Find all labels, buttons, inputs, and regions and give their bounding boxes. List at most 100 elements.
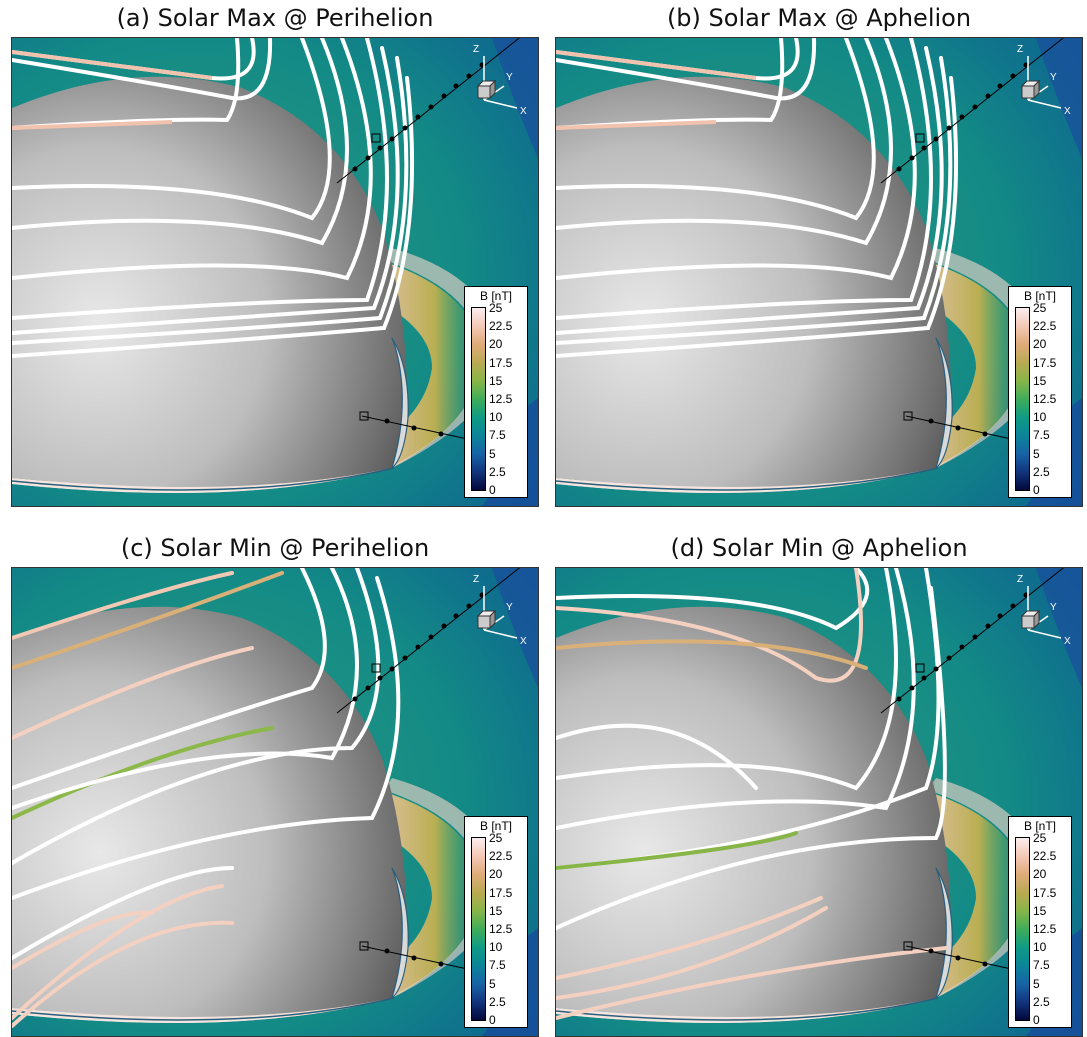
colorbar-tick: 12.5 [1033, 392, 1057, 406]
magnetosphere-render: Z Y X [556, 568, 1082, 1036]
panel-title-c: (c) Solar Min @ Perihelion [120, 534, 430, 562]
colorbar-tick: 2.5 [1033, 464, 1050, 479]
colorbar-tick: 25 [489, 831, 503, 845]
planet-sphere [556, 76, 951, 487]
colorbar-title: B [nT] [1023, 819, 1056, 833]
colorbar-tick: 10 [489, 940, 503, 955]
colorbar-tick: 22.5 [489, 319, 513, 334]
spacecraft-trajectory [336, 38, 520, 441]
field-line [556, 120, 717, 130]
axis-label-z: Z [1017, 574, 1023, 585]
panel-d: Z Y X B [nT] 25 22.5 20 17.5 15 12.5 10 7.5 5 2.5… [555, 567, 1083, 1037]
field-line [12, 571, 234, 640]
field-line [12, 568, 327, 790]
colorbar-tick: 5 [1033, 976, 1040, 991]
colorbar-tick: 7.5 [489, 958, 506, 973]
colorbar-tick: 12.5 [489, 392, 513, 406]
planet-sphere [556, 606, 951, 1017]
field-line [12, 920, 234, 1028]
colorbar-tick: 17.5 [1033, 355, 1057, 370]
field-line [556, 50, 757, 80]
axis-label-z: Z [1017, 44, 1023, 55]
field-line [12, 120, 173, 130]
field-line [12, 76, 415, 358]
colorbar-tick: 17.5 [489, 355, 513, 370]
axis-label-y: Y [1050, 602, 1057, 613]
colorbar-title: B [nT] [1023, 289, 1056, 303]
colorbar: B [nT] 25 22.5 20 17.5 15 12.5 10 7.5 5 2.5 0 [464, 286, 528, 498]
field-line [556, 568, 870, 631]
field-line [556, 639, 868, 670]
field-line [12, 866, 234, 960]
field-line [556, 38, 917, 281]
colorbar-tick: 10 [489, 410, 503, 425]
field-line [556, 906, 828, 1000]
field-line [12, 38, 389, 320]
axis-label-z: Z [473, 44, 479, 55]
magnetosphere-render: Z Y X [556, 38, 1082, 506]
colorbar-tick: 2.5 [489, 994, 506, 1009]
field-line [556, 46, 944, 335]
axis-label-x: X [1064, 636, 1071, 647]
field-line [12, 56, 409, 345]
colorbar-tick: 0 [1033, 483, 1040, 497]
colorbar-tick: 5 [489, 446, 496, 461]
colorbar-tick: 0 [1033, 1013, 1040, 1027]
field-line [556, 586, 947, 930]
field-line [556, 831, 798, 870]
colorbar-tick: 0 [489, 1013, 496, 1027]
colorbar-tick: 25 [1033, 301, 1047, 315]
colorbar-tick: 15 [1033, 373, 1047, 388]
magnetosphere-render: Z Y X [12, 568, 538, 1036]
field-line [556, 568, 863, 683]
field-line [12, 726, 274, 820]
colorbar-tick: 20 [1033, 337, 1047, 352]
field-line [12, 571, 284, 670]
colorbar-tick: 20 [1033, 867, 1047, 882]
field-line [556, 38, 893, 246]
field-line [556, 56, 953, 345]
colorbar-title: B [nT] [479, 819, 512, 833]
colorbar-title: B [nT] [479, 289, 512, 303]
field-line [12, 646, 254, 740]
colorbar-gradient [1015, 837, 1030, 1021]
colorbar-tick: 22.5 [489, 849, 513, 864]
field-line [12, 884, 224, 1020]
colorbar-tick: 5 [489, 976, 496, 991]
colorbar-tick: 0 [489, 483, 496, 497]
planet-sphere [12, 76, 407, 487]
colorbar-tick: 20 [489, 337, 503, 352]
colorbar-gradient [471, 307, 486, 491]
field-line [12, 568, 381, 865]
planet-sphere [12, 606, 407, 1017]
field-line [12, 568, 359, 810]
colorbar-gradient [471, 837, 486, 1021]
colorbar-tick-labels: 25 22.5 20 17.5 15 12.5 10 7.5 5 2.5 0 [489, 301, 527, 496]
axis-label-x: X [520, 636, 527, 647]
spacecraft-trajectory [880, 38, 1064, 441]
panel-a: Z Y X B [nT] 25 22.5 20 17.5 15 12.5 10 7.5 5 2.5… [11, 37, 539, 507]
colorbar-tick: 7.5 [489, 428, 506, 443]
panel-c: Z Y X B [nT] 25 22.5 20 17.5 15 12.5 10 7.5 5 2.5… [11, 567, 539, 1037]
colorbar-tick: 20 [489, 867, 503, 882]
axis-label-y: Y [506, 602, 513, 613]
field-line [12, 38, 332, 221]
colorbar-tick-labels: 25 22.5 20 17.5 15 12.5 10 7.5 5 2.5 0 [1033, 301, 1071, 496]
colorbar-tick: 2.5 [489, 464, 506, 479]
colorbar-tick: 15 [1033, 903, 1047, 918]
field-line [556, 38, 876, 221]
axis-triad [476, 56, 518, 109]
colorbar-tick: 12.5 [489, 922, 513, 936]
field-line [556, 38, 933, 320]
axis-label-x: X [520, 106, 527, 117]
colorbar-tick: 10 [1033, 940, 1047, 955]
axis-label-y: Y [1050, 72, 1057, 83]
panel-title-a: (a) Solar Max @ Perihelion [116, 4, 434, 32]
colorbar-tick-labels: 25 22.5 20 17.5 15 12.5 10 7.5 5 2.5 0 [1033, 832, 1071, 1026]
colorbar-tick: 25 [489, 301, 503, 315]
colorbar-tick: 15 [489, 373, 503, 388]
axis-triad [1020, 586, 1062, 639]
panel-b: Z Y X B [nT] 25 22.5 20 17.5 15 12.5 10 7.5 5 2.5… [555, 37, 1083, 507]
colorbar: B [nT] 25 22.5 20 17.5 15 12.5 10 7.5 5 2.5 0 [464, 816, 528, 1028]
panel-title-b: (b) Solar Max @ Aphelion [666, 4, 972, 32]
